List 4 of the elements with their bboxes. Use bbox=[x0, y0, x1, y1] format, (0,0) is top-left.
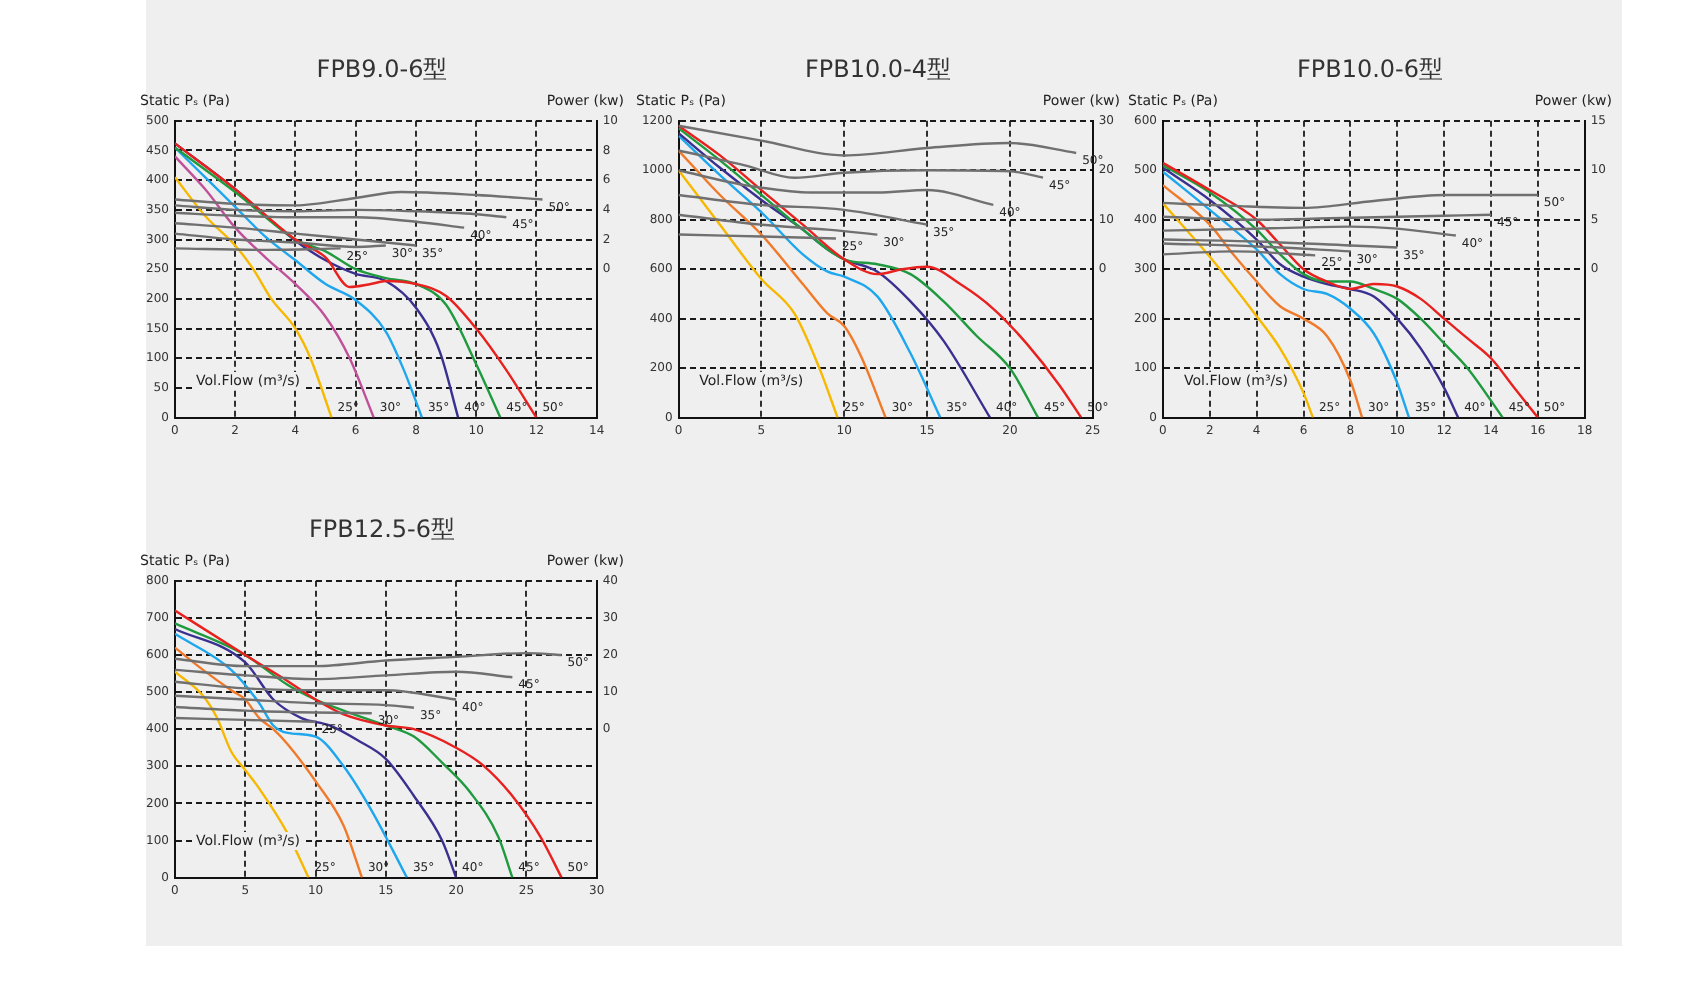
chart-title: FPB12.5-6型 bbox=[308, 514, 456, 543]
chart-title: FPB10.0-6型 bbox=[1296, 54, 1444, 83]
chart-title: FPB10.0-4型 bbox=[804, 54, 952, 83]
chart-title: FPB9.0-6型 bbox=[316, 54, 448, 83]
